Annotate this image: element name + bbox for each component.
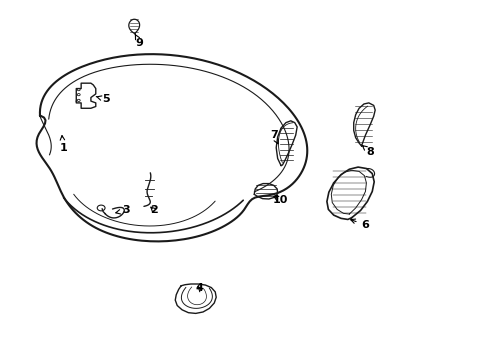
Text: 4: 4 — [195, 283, 203, 293]
Text: 2: 2 — [150, 206, 158, 216]
Text: 1: 1 — [59, 136, 67, 153]
Text: 10: 10 — [272, 195, 287, 205]
Text: 8: 8 — [362, 146, 373, 157]
Text: 7: 7 — [269, 130, 278, 144]
Text: 9: 9 — [135, 35, 143, 48]
Text: 5: 5 — [96, 94, 109, 104]
Text: 3: 3 — [116, 206, 129, 216]
Text: 6: 6 — [350, 219, 368, 230]
